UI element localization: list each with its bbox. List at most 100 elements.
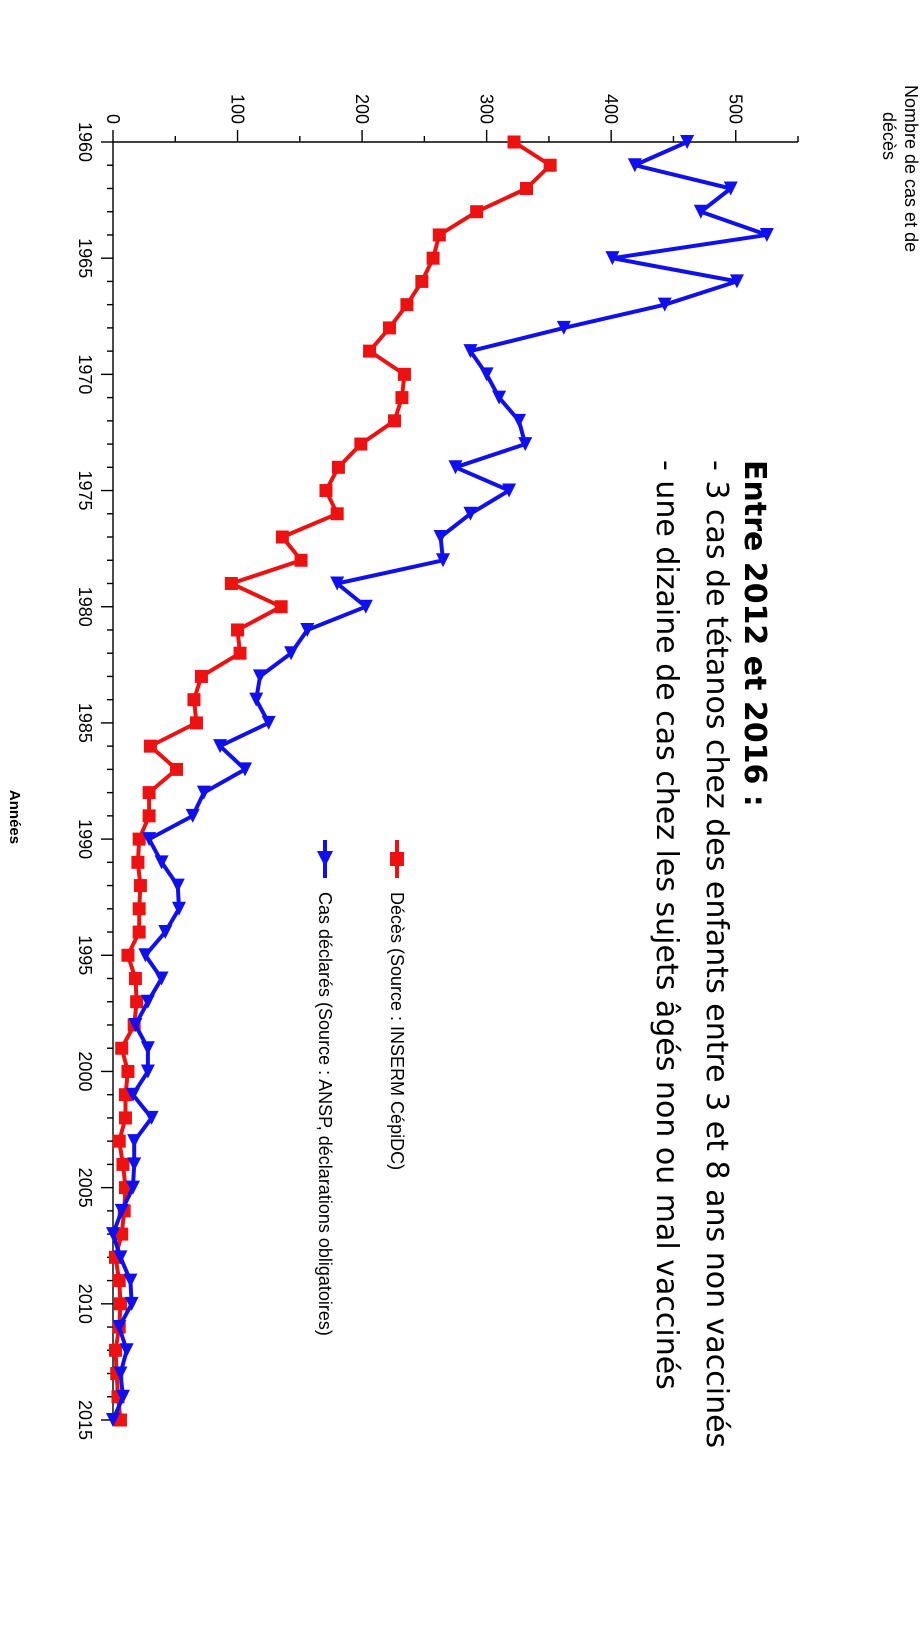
y-tick-label: 0: [103, 114, 123, 124]
legend-marker-cas: [317, 851, 333, 867]
data-point-cas-declares: [128, 1017, 143, 1032]
data-point-cas-declares: [144, 1110, 159, 1125]
data-point-deces: [121, 948, 135, 962]
x-tick-label: 1970: [75, 354, 95, 394]
data-point-cas-declares: [729, 274, 744, 289]
data-point-deces: [543, 158, 557, 172]
data-point-cas-declares: [492, 390, 507, 405]
data-point-deces: [115, 1227, 129, 1241]
data-point-cas-declares: [657, 297, 672, 312]
data-point-cas-declares: [433, 530, 448, 545]
data-point-cas-declares: [759, 227, 774, 242]
data-point-cas-declares: [512, 413, 527, 428]
data-point-cas-declares: [127, 1157, 142, 1172]
data-point-deces: [116, 1157, 130, 1171]
x-tick-label: 1980: [75, 587, 95, 627]
y-axis-label-line-1: Nombre de cas et de: [901, 85, 921, 252]
data-point-deces: [294, 553, 308, 567]
data-point-deces: [115, 1041, 129, 1055]
data-point-cas-declares: [479, 367, 494, 382]
data-point-cas-declares: [140, 1041, 155, 1056]
data-point-cas-declares: [358, 599, 373, 614]
data-point-cas-declares: [502, 483, 517, 498]
data-point-deces: [121, 1064, 135, 1078]
data-point-deces: [224, 576, 238, 590]
data-point-deces: [387, 414, 401, 428]
y-tick-label: 500: [726, 94, 746, 124]
data-point-deces: [330, 507, 344, 521]
x-tick-label: 1995: [75, 935, 95, 975]
data-point-cas-declares: [154, 971, 169, 986]
data-point-cas-declares: [238, 762, 253, 777]
data-point-cas-declares: [106, 1227, 120, 1242]
data-point-cas-declares: [723, 181, 738, 196]
data-point-cas-declares: [158, 925, 173, 940]
y-axis-ticks: 0 100 200 300 400 500: [103, 94, 799, 142]
data-point-cas-declares: [127, 1134, 142, 1149]
data-point-deces: [274, 600, 288, 614]
data-point-deces: [400, 298, 414, 312]
data-point-deces: [128, 972, 142, 986]
x-tick-label: 1965: [75, 238, 95, 278]
data-point-deces: [319, 484, 333, 498]
data-point-cas-declares: [436, 553, 451, 568]
data-point-deces: [133, 879, 147, 893]
data-point-deces: [470, 205, 484, 219]
legend-label-cas: Cas déclarés (Source : ANSP, déclaration…: [315, 892, 335, 1336]
data-point-deces: [397, 367, 411, 381]
data-point-cas-declares: [113, 1250, 128, 1265]
data-point-cas-declares: [170, 878, 185, 893]
data-point-cas-declares: [213, 739, 228, 754]
data-point-cas-declares: [140, 994, 155, 1009]
data-point-cas-declares: [124, 1296, 139, 1311]
data-point-cas-declares: [106, 1413, 120, 1427]
data-point-deces: [189, 716, 203, 730]
data-point-cas-declares: [123, 1273, 138, 1288]
x-tick-label: 1960: [75, 122, 95, 162]
data-point-deces: [112, 1274, 126, 1288]
data-point-cas-declares: [556, 320, 571, 335]
data-point-cas-declares: [142, 832, 157, 847]
x-axis-label: Années: [6, 790, 23, 844]
data-point-deces: [132, 925, 146, 939]
x-axis-ticks: 1960 1965 1970 1975 1980 1985 1990 1995 2000 2005…: [75, 122, 113, 1440]
x-tick-label: 2000: [75, 1051, 95, 1091]
y-axis-label-line-2: décès: [879, 112, 899, 160]
data-point-deces: [130, 995, 144, 1009]
annotation-title: Entre 2012 et 2016 :: [737, 460, 772, 807]
data-point-deces: [118, 1111, 132, 1125]
legend-label-deces: Décès (Source : INSERM CépiDC): [387, 892, 407, 1170]
data-point-deces: [432, 228, 446, 242]
data-point-deces: [187, 693, 201, 707]
x-tick-label: 1975: [75, 471, 95, 511]
series-cas-declares: [106, 135, 774, 1427]
data-point-cas-declares: [330, 576, 345, 591]
data-point-deces: [507, 135, 521, 149]
data-point-cas-declares: [300, 622, 315, 637]
y-tick-label: 200: [352, 94, 372, 124]
data-point-cas-declares: [196, 785, 211, 800]
data-point-deces: [194, 669, 208, 683]
data-point-deces: [112, 1134, 126, 1148]
data-point-cas-declares: [680, 135, 695, 149]
x-tick-label: 2015: [75, 1400, 95, 1440]
data-point-cas-declares: [125, 1180, 140, 1195]
data-point-cas-declares: [261, 715, 276, 730]
annotation-line-1: - 3 cas de tétanos chez des enfants entr…: [699, 460, 734, 1448]
legend-marker-deces: [390, 852, 404, 866]
data-point-deces: [519, 181, 533, 195]
data-point-cas-declares: [252, 669, 267, 684]
data-point-deces: [108, 1343, 122, 1357]
y-tick-label: 100: [228, 94, 248, 124]
data-point-deces: [275, 530, 289, 544]
data-point-deces: [170, 762, 184, 776]
data-point-cas-declares: [112, 1320, 127, 1335]
data-point-deces: [142, 786, 156, 800]
data-point-deces: [382, 321, 396, 335]
data-point-cas-declares: [172, 901, 187, 916]
data-point-deces: [113, 1297, 127, 1311]
data-point-cas-declares: [518, 437, 533, 452]
data-point-cas-declares: [125, 1087, 140, 1102]
